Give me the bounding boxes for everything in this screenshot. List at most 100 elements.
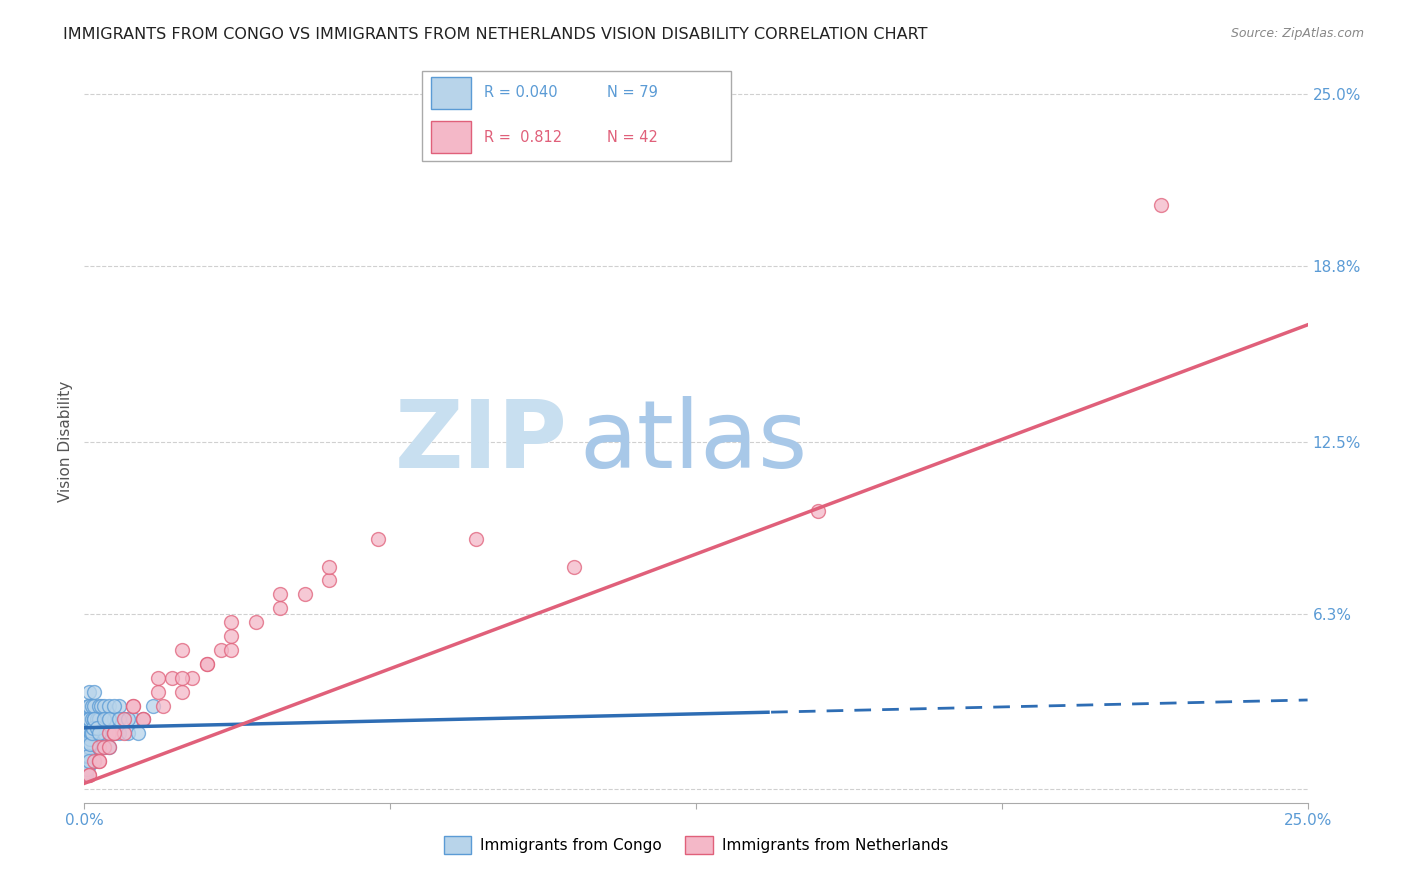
Point xyxy=(146,671,169,685)
Point xyxy=(1150,198,1173,212)
Point xyxy=(77,748,100,763)
Point xyxy=(87,713,110,727)
Point xyxy=(86,721,108,735)
Point xyxy=(77,768,100,782)
Point xyxy=(82,721,104,735)
Point xyxy=(76,740,98,755)
Point xyxy=(103,713,125,727)
Point xyxy=(87,713,110,727)
Point xyxy=(75,768,97,782)
Point xyxy=(77,740,100,755)
Text: R = 0.040: R = 0.040 xyxy=(484,86,557,100)
Point xyxy=(77,698,100,713)
Point xyxy=(75,768,97,782)
Point xyxy=(97,726,120,740)
Point xyxy=(97,713,120,727)
Point xyxy=(93,698,115,713)
Point xyxy=(76,748,98,763)
Text: N = 79: N = 79 xyxy=(607,86,658,100)
Point xyxy=(83,726,105,740)
Point xyxy=(79,738,101,752)
Point xyxy=(318,574,340,588)
Point xyxy=(87,754,110,768)
Point xyxy=(103,726,125,740)
Point xyxy=(83,754,105,768)
Point xyxy=(103,698,125,713)
Point xyxy=(87,740,110,755)
Point xyxy=(76,754,98,768)
Point xyxy=(807,504,830,518)
Point xyxy=(75,760,97,774)
Point xyxy=(112,713,135,727)
Point xyxy=(132,713,155,727)
Point xyxy=(97,713,120,727)
Point xyxy=(142,698,165,713)
Point xyxy=(77,740,100,755)
Point xyxy=(83,754,105,768)
Point xyxy=(80,726,103,740)
Point xyxy=(162,671,184,685)
Point xyxy=(83,713,105,727)
Text: N = 42: N = 42 xyxy=(607,130,658,145)
Point xyxy=(195,657,218,671)
Point xyxy=(122,713,145,727)
Point xyxy=(294,587,316,601)
Point xyxy=(122,698,145,713)
Point xyxy=(117,726,139,740)
Point xyxy=(97,698,120,713)
Point xyxy=(80,726,103,740)
Point xyxy=(76,763,98,777)
Point xyxy=(562,559,585,574)
Point xyxy=(132,713,155,727)
Point xyxy=(90,726,112,740)
Point xyxy=(87,726,110,740)
Point xyxy=(219,629,242,643)
FancyBboxPatch shape xyxy=(432,77,471,109)
Point xyxy=(77,726,100,740)
Text: R =  0.812: R = 0.812 xyxy=(484,130,562,145)
Point xyxy=(219,615,242,630)
Point xyxy=(80,726,103,740)
Point xyxy=(219,643,242,657)
Y-axis label: Vision Disability: Vision Disability xyxy=(58,381,73,502)
Point xyxy=(77,726,100,740)
Point xyxy=(93,713,115,727)
Point xyxy=(80,698,103,713)
Point xyxy=(77,760,100,774)
Point xyxy=(269,601,291,615)
Point xyxy=(181,671,204,685)
Point xyxy=(87,754,110,768)
Point xyxy=(172,643,194,657)
Point xyxy=(83,698,105,713)
Point xyxy=(127,726,149,740)
Text: IMMIGRANTS FROM CONGO VS IMMIGRANTS FROM NETHERLANDS VISION DISABILITY CORRELATI: IMMIGRANTS FROM CONGO VS IMMIGRANTS FROM… xyxy=(63,27,928,42)
Point xyxy=(76,713,98,727)
Point xyxy=(77,713,100,727)
Point xyxy=(77,754,100,768)
Point xyxy=(80,713,103,727)
Point xyxy=(76,763,98,777)
Point xyxy=(97,740,120,755)
Point xyxy=(107,713,129,727)
Point xyxy=(172,684,194,698)
Point xyxy=(93,740,115,755)
Legend: Immigrants from Congo, Immigrants from Netherlands: Immigrants from Congo, Immigrants from N… xyxy=(437,830,955,860)
Point xyxy=(269,587,291,601)
Point xyxy=(77,768,100,782)
Point xyxy=(87,726,110,740)
Point xyxy=(86,713,108,727)
Point xyxy=(209,643,232,657)
Point xyxy=(93,726,115,740)
Point xyxy=(83,684,105,698)
Point xyxy=(83,740,105,755)
Point xyxy=(93,713,115,727)
Point xyxy=(195,657,218,671)
Point xyxy=(245,615,267,630)
Point xyxy=(79,731,101,746)
Point xyxy=(86,726,108,740)
Point xyxy=(87,698,110,713)
Point xyxy=(172,671,194,685)
Point xyxy=(107,698,129,713)
Point xyxy=(76,726,98,740)
FancyBboxPatch shape xyxy=(432,121,471,153)
